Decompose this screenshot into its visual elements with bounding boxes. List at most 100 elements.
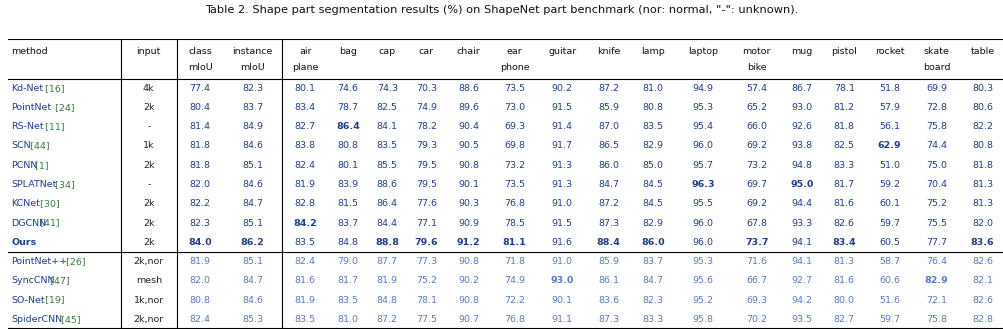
Text: 83.5: 83.5: [295, 315, 316, 324]
Text: mesh: mesh: [135, 276, 161, 285]
Text: 81.7: 81.7: [833, 180, 854, 189]
Text: 95.7: 95.7: [692, 161, 713, 170]
Text: plane: plane: [292, 63, 318, 72]
Text: 91.5: 91.5: [552, 103, 573, 112]
Text: 90.7: 90.7: [457, 315, 478, 324]
Text: 90.8: 90.8: [457, 161, 478, 170]
Text: 4k: 4k: [142, 84, 154, 93]
Text: board: board: [922, 63, 950, 72]
Text: 73.2: 73.2: [504, 161, 525, 170]
Text: 91.3: 91.3: [552, 180, 573, 189]
Text: 82.2: 82.2: [971, 122, 992, 131]
Text: 69.3: 69.3: [504, 122, 525, 131]
Text: 94.1: 94.1: [790, 238, 811, 247]
Text: 83.7: 83.7: [337, 218, 358, 228]
Text: SO-Net: SO-Net: [11, 295, 44, 305]
Text: SyncCNN: SyncCNN: [11, 276, 54, 285]
Text: 91.6: 91.6: [552, 238, 573, 247]
Text: 81.6: 81.6: [833, 276, 854, 285]
Text: 90.8: 90.8: [457, 295, 478, 305]
Text: 81.6: 81.6: [295, 276, 316, 285]
Text: 60.5: 60.5: [879, 238, 900, 247]
Text: 69.7: 69.7: [745, 180, 766, 189]
Text: 82.8: 82.8: [971, 315, 992, 324]
Text: Table 2. Shape part segmentation results (%) on ShapeNet part benchmark (nor: no: Table 2. Shape part segmentation results…: [206, 5, 797, 15]
Text: 86.0: 86.0: [598, 161, 619, 170]
Text: 86.4: 86.4: [336, 122, 360, 131]
Text: 95.3: 95.3: [692, 257, 713, 266]
Text: 94.8: 94.8: [790, 161, 811, 170]
Text: 72.1: 72.1: [926, 295, 946, 305]
Text: 84.7: 84.7: [642, 276, 663, 285]
Text: 83.6: 83.6: [598, 295, 619, 305]
Text: 81.9: 81.9: [295, 180, 316, 189]
Text: 2k: 2k: [142, 238, 154, 247]
Text: 81.9: 81.9: [376, 276, 397, 285]
Text: Ours: Ours: [11, 238, 36, 247]
Text: [11]: [11]: [42, 122, 64, 131]
Text: 81.8: 81.8: [971, 161, 992, 170]
Text: mug: mug: [790, 47, 812, 57]
Text: 94.9: 94.9: [692, 84, 713, 93]
Text: 82.6: 82.6: [971, 257, 992, 266]
Text: 51.6: 51.6: [879, 295, 900, 305]
Text: 80.8: 80.8: [971, 141, 992, 150]
Text: 81.6: 81.6: [833, 199, 854, 208]
Text: 77.5: 77.5: [415, 315, 436, 324]
Text: [30]: [30]: [37, 199, 59, 208]
Text: 51.8: 51.8: [879, 84, 900, 93]
Text: 78.1: 78.1: [415, 295, 436, 305]
Text: 74.4: 74.4: [926, 141, 946, 150]
Text: 75.8: 75.8: [926, 122, 946, 131]
Text: 87.2: 87.2: [598, 199, 619, 208]
Text: 90.5: 90.5: [457, 141, 478, 150]
Text: cap: cap: [378, 47, 395, 57]
Text: 75.5: 75.5: [926, 218, 946, 228]
Text: 69.2: 69.2: [745, 199, 766, 208]
Text: 93.0: 93.0: [790, 103, 811, 112]
Text: 81.4: 81.4: [190, 122, 211, 131]
Text: 85.3: 85.3: [242, 315, 263, 324]
Text: phone: phone: [499, 63, 529, 72]
Text: 84.6: 84.6: [242, 180, 263, 189]
Text: -: -: [146, 122, 150, 131]
Text: 72.2: 72.2: [504, 295, 525, 305]
Text: 72.8: 72.8: [926, 103, 946, 112]
Text: 60.6: 60.6: [879, 276, 900, 285]
Text: 76.4: 76.4: [926, 257, 946, 266]
Text: PointNet: PointNet: [11, 103, 51, 112]
Text: 73.5: 73.5: [504, 180, 525, 189]
Text: [26]: [26]: [63, 257, 85, 266]
Text: 2k: 2k: [142, 199, 154, 208]
Text: 85.0: 85.0: [642, 161, 663, 170]
Text: 80.0: 80.0: [833, 295, 854, 305]
Text: 74.3: 74.3: [376, 84, 397, 93]
Text: 73.5: 73.5: [504, 84, 525, 93]
Text: class: class: [189, 47, 212, 57]
Text: 77.3: 77.3: [415, 257, 436, 266]
Text: 86.0: 86.0: [640, 238, 664, 247]
Text: 69.3: 69.3: [745, 295, 766, 305]
Text: 91.7: 91.7: [552, 141, 573, 150]
Text: 91.1: 91.1: [552, 315, 573, 324]
Text: 83.5: 83.5: [376, 141, 397, 150]
Text: rocket: rocket: [874, 47, 904, 57]
Text: instance: instance: [233, 47, 273, 57]
Text: 73.7: 73.7: [744, 238, 768, 247]
Text: 80.8: 80.8: [190, 295, 211, 305]
Text: 2k,nor: 2k,nor: [133, 315, 163, 324]
Text: 83.5: 83.5: [337, 295, 358, 305]
Text: 83.7: 83.7: [642, 257, 663, 266]
Text: 84.7: 84.7: [242, 276, 263, 285]
Text: 80.8: 80.8: [337, 141, 358, 150]
Text: 81.0: 81.0: [337, 315, 358, 324]
Text: 73.2: 73.2: [745, 161, 766, 170]
Text: 94.2: 94.2: [790, 295, 811, 305]
Text: 84.1: 84.1: [376, 122, 397, 131]
Text: chair: chair: [456, 47, 480, 57]
Text: 81.1: 81.1: [503, 238, 526, 247]
Text: 88.6: 88.6: [457, 84, 478, 93]
Text: 80.1: 80.1: [295, 84, 316, 93]
Text: 82.0: 82.0: [190, 276, 211, 285]
Text: 81.8: 81.8: [833, 122, 854, 131]
